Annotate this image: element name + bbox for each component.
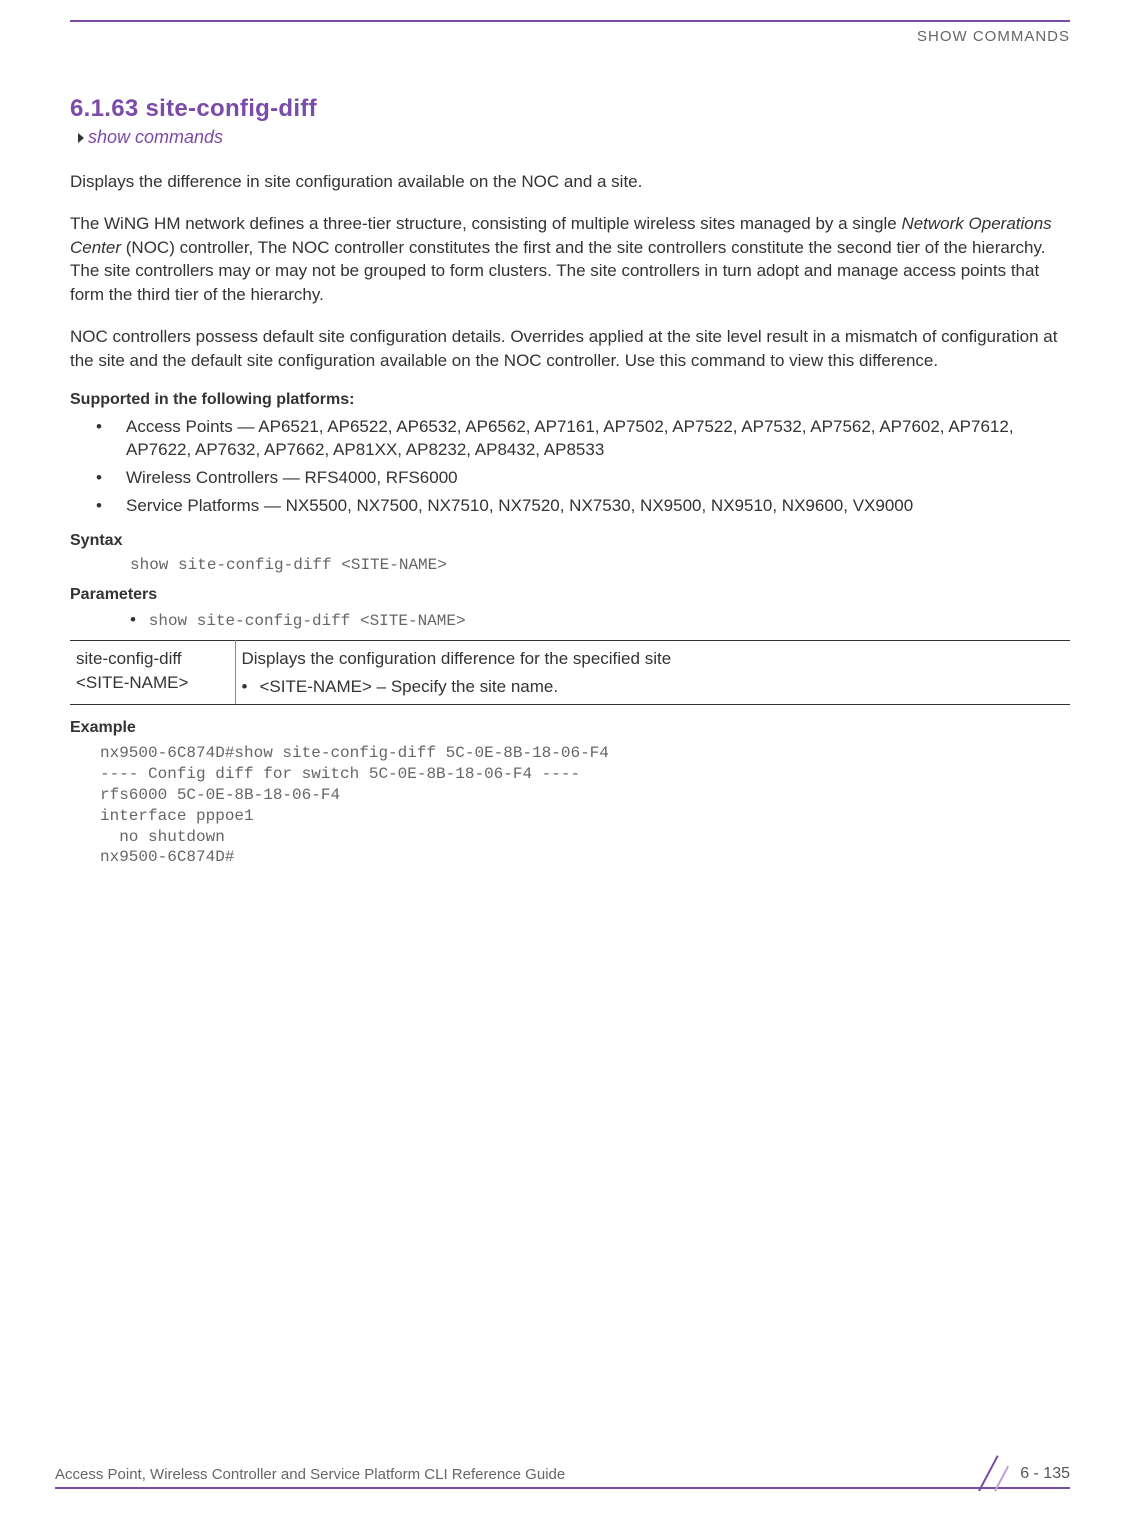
supported-list: • Access Points — AP6521, AP6522, AP6532… bbox=[96, 415, 1070, 518]
param-sub-bullet: • <SITE-NAME> – Specify the site name. bbox=[242, 675, 1061, 699]
list-item-text: Access Points — AP6521, AP6522, AP6532, … bbox=[126, 415, 1070, 463]
syntax-code: show site-config-diff <SITE-NAME> bbox=[130, 556, 1070, 574]
intro-paragraph-1: Displays the difference in site configur… bbox=[70, 170, 1070, 194]
param-name-l2: <SITE-NAME> bbox=[76, 671, 225, 695]
bullet-icon: • bbox=[96, 494, 126, 518]
breadcrumb-text: show commands bbox=[88, 127, 223, 147]
bullet-icon: • bbox=[130, 610, 144, 630]
header-rule bbox=[70, 20, 1070, 22]
header-label: SHOW COMMANDS bbox=[70, 28, 1070, 45]
intro-paragraph-3: NOC controllers possess default site con… bbox=[70, 325, 1070, 373]
parameters-line: • show site-config-diff <SITE-NAME> bbox=[130, 610, 1070, 630]
parameters-table: site-config-diff <SITE-NAME> Displays th… bbox=[70, 640, 1070, 706]
footer-slash-icon bbox=[970, 1449, 1012, 1491]
footer-guide-title: Access Point, Wireless Controller and Se… bbox=[55, 1466, 565, 1483]
list-item-text: Wireless Controllers — RFS4000, RFS6000 bbox=[126, 466, 1070, 490]
example-code: nx9500-6C874D#show site-config-diff 5C-0… bbox=[100, 743, 1070, 868]
param-name-cell: site-config-diff <SITE-NAME> bbox=[70, 640, 235, 705]
breadcrumb-arrow-icon bbox=[78, 133, 84, 143]
example-heading: Example bbox=[70, 719, 1070, 737]
footer-page-number: 6 - 135 bbox=[970, 1465, 1070, 1483]
footer-page-text: 6 - 135 bbox=[1020, 1465, 1070, 1482]
param-name-l1: site-config-diff bbox=[76, 647, 225, 671]
section-heading: 6.1.63 site-config-diff bbox=[70, 95, 1070, 123]
footer: Access Point, Wireless Controller and Se… bbox=[55, 1465, 1070, 1489]
bullet-icon: • bbox=[96, 466, 126, 490]
param-desc-cell: Displays the configuration difference fo… bbox=[235, 640, 1070, 705]
bullet-icon: • bbox=[242, 675, 260, 699]
list-item: • Wireless Controllers — RFS4000, RFS600… bbox=[96, 466, 1070, 490]
p2-pre: The WiNG HM network defines a three-tier… bbox=[70, 214, 901, 233]
table-row: site-config-diff <SITE-NAME> Displays th… bbox=[70, 640, 1070, 705]
supported-heading: Supported in the following platforms: bbox=[70, 391, 1070, 409]
syntax-heading: Syntax bbox=[70, 532, 1070, 550]
breadcrumb[interactable]: show commands bbox=[78, 127, 1070, 148]
list-item: • Access Points — AP6521, AP6522, AP6532… bbox=[96, 415, 1070, 463]
intro-paragraph-2: The WiNG HM network defines a three-tier… bbox=[70, 212, 1070, 307]
parameters-code: show site-config-diff <SITE-NAME> bbox=[149, 612, 466, 630]
bullet-icon: • bbox=[96, 415, 126, 463]
list-item-text: Service Platforms — NX5500, NX7500, NX75… bbox=[126, 494, 1070, 518]
param-desc-l2: <SITE-NAME> – Specify the site name. bbox=[260, 675, 559, 699]
list-item: • Service Platforms — NX5500, NX7500, NX… bbox=[96, 494, 1070, 518]
param-desc-l1: Displays the configuration difference fo… bbox=[242, 647, 1061, 671]
parameters-heading: Parameters bbox=[70, 586, 1070, 604]
p2-post: (NOC) controller, The NOC controller con… bbox=[70, 238, 1045, 305]
